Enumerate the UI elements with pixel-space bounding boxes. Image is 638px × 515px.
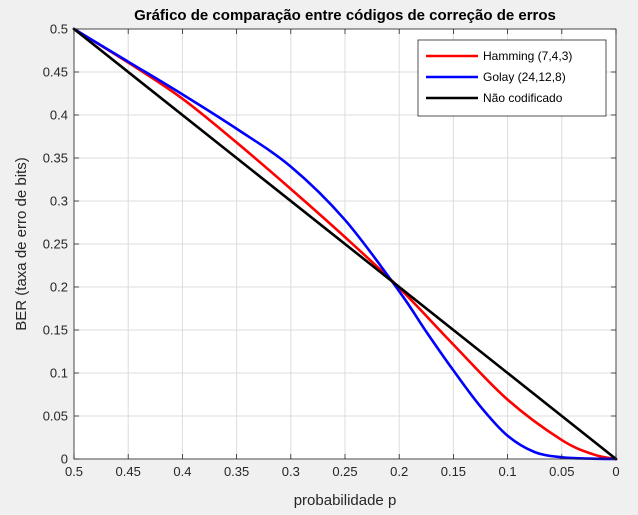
x-tick-label: 0 [612, 464, 619, 479]
x-tick-label: 0.05 [549, 464, 574, 479]
x-tick-label: 0.15 [441, 464, 466, 479]
x-tick-label: 0.35 [224, 464, 249, 479]
legend-label-golay-24-12-8: Golay (24,12,8) [483, 70, 566, 84]
chart-title: Gráfico de comparação entre códigos de c… [134, 7, 556, 24]
y-tick-label: 0.35 [43, 151, 68, 166]
x-tick-label: 0.45 [116, 464, 141, 479]
x-tick-label: 0.25 [332, 464, 357, 479]
y-tick-label: 0.05 [43, 409, 68, 424]
y-tick-label: 0.4 [50, 108, 68, 123]
y-tick-label: 0.3 [50, 194, 68, 209]
y-tick-labels: 0 0.05 0.1 0.15 0.2 0.25 0.3 0.35 0.4 0.45 0.5 [43, 22, 68, 467]
x-tick-labels: 0.5 0.45 0.4 0.35 0.3 0.25 0.2 0.15 0.1 0.05 0 [65, 464, 620, 479]
legend-label-hamming-7-4-3: Hamming (7,4,3) [483, 49, 572, 63]
y-tick-label: 0.45 [43, 65, 68, 80]
series-line-hamming-7-4-3 [72, 27, 618, 461]
y-tick-label: 0.1 [50, 366, 68, 381]
x-tick-label: 0.1 [499, 464, 517, 479]
ticks [73, 28, 617, 460]
series-line-golay-24-12-8 [72, 27, 618, 461]
x-axis-label: probabilidade p [294, 492, 397, 509]
series-line-n-o-codificado [72, 27, 618, 461]
y-tick-label: 0.15 [43, 323, 68, 338]
y-axis-label: BER (taxa de erro de bits) [13, 157, 30, 330]
y-tick-label: 0 [61, 452, 68, 467]
y-tick-label: 0.5 [50, 22, 68, 37]
x-tick-label: 0.2 [390, 464, 408, 479]
legend-label-n-o-codificado: Não codificado [483, 91, 563, 105]
x-tick-label: 0.4 [173, 464, 191, 479]
x-tick-label: 0.5 [65, 464, 83, 479]
series-group [72, 27, 618, 461]
y-tick-label: 0.25 [43, 237, 68, 252]
legend: Hamming (7,4,3) Golay (24,12,8) Não codifi… [417, 39, 607, 117]
y-tick-label: 0.2 [50, 280, 68, 295]
x-tick-label: 0.3 [282, 464, 300, 479]
